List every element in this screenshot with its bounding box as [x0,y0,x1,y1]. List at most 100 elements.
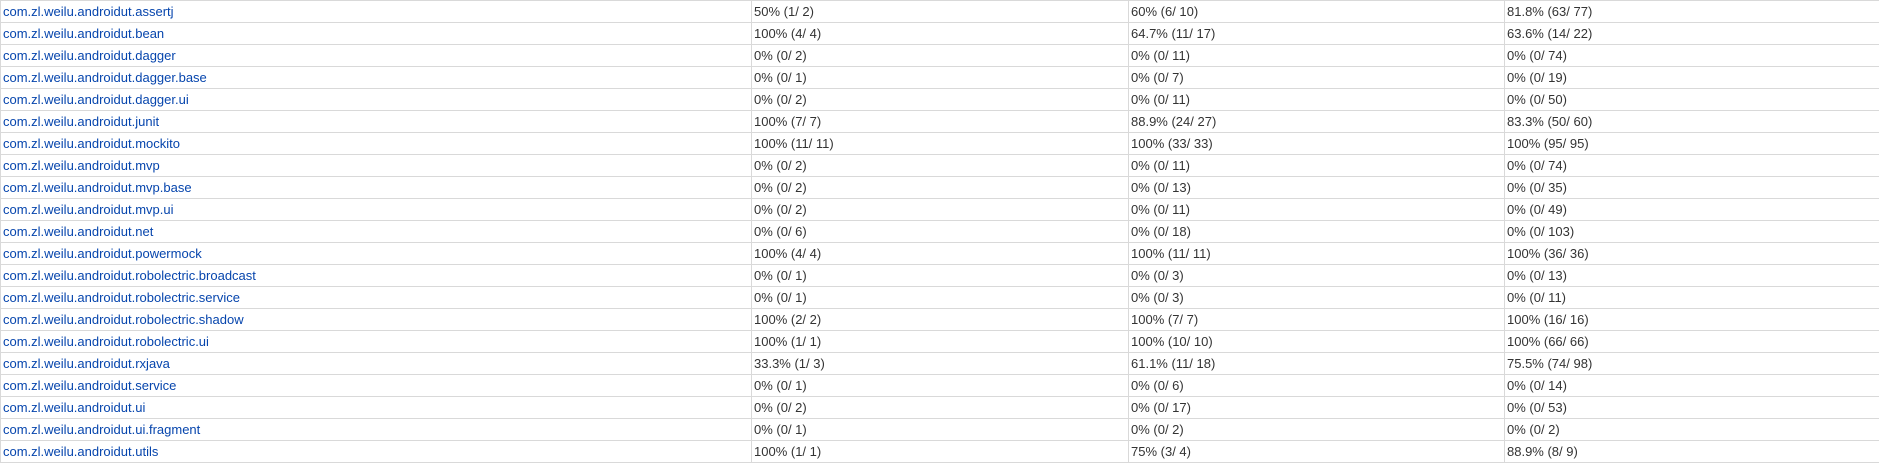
package-link[interactable]: com.zl.weilu.androidut.dagger [3,47,176,63]
package-link[interactable]: com.zl.weilu.androidut.rxjava [3,355,170,371]
package-name-cell: com.zl.weilu.androidut.robolectric.servi… [0,286,752,309]
method-coverage-cell: 0% (0/ 6) [1128,374,1505,397]
package-link[interactable]: com.zl.weilu.androidut.mvp.ui [3,201,174,217]
method-coverage-cell: 0% (0/ 2) [1128,418,1505,441]
class-coverage-cell: 0% (0/ 1) [751,66,1129,89]
method-coverage-cell: 0% (0/ 3) [1128,264,1505,287]
table-row: com.zl.weilu.androidut.assertj 50% (1/ 2)… [0,0,1879,23]
class-coverage-cell: 0% (0/ 2) [751,396,1129,419]
method-coverage-cell: 100% (11/ 11) [1128,242,1505,265]
package-name-cell: com.zl.weilu.androidut.dagger [0,44,752,67]
table-row: com.zl.weilu.androidut.junit 100% (7/ 7) 8… [0,110,1879,133]
class-coverage-cell: 0% (0/ 1) [751,264,1129,287]
method-coverage-cell: 0% (0/ 3) [1128,286,1505,309]
package-link[interactable]: com.zl.weilu.androidut.mvp.base [3,179,192,195]
package-link[interactable]: com.zl.weilu.androidut.powermock [3,245,202,261]
class-coverage-cell: 100% (7/ 7) [751,110,1129,133]
line-coverage-cell: 81.8% (63/ 77) [1504,0,1879,23]
package-name-cell: com.zl.weilu.androidut.service [0,374,752,397]
package-link[interactable]: com.zl.weilu.androidut.robolectric.ui [3,333,209,349]
line-coverage-cell: 100% (95/ 95) [1504,132,1879,155]
package-link[interactable]: com.zl.weilu.androidut.assertj [3,3,174,19]
line-coverage-cell: 0% (0/ 19) [1504,66,1879,89]
class-coverage-cell: 33.3% (1/ 3) [751,352,1129,375]
package-name-cell: com.zl.weilu.androidut.mvp.ui [0,198,752,221]
line-coverage-cell: 0% (0/ 13) [1504,264,1879,287]
method-coverage-cell: 61.1% (11/ 18) [1128,352,1505,375]
method-coverage-cell: 0% (0/ 11) [1128,154,1505,177]
class-coverage-cell: 50% (1/ 2) [751,0,1129,23]
method-coverage-cell: 0% (0/ 17) [1128,396,1505,419]
method-coverage-cell: 0% (0/ 18) [1128,220,1505,243]
table-row: com.zl.weilu.androidut.mvp 0% (0/ 2) 0% (0… [0,154,1879,177]
line-coverage-cell: 0% (0/ 74) [1504,154,1879,177]
class-coverage-cell: 100% (2/ 2) [751,308,1129,331]
class-coverage-cell: 100% (4/ 4) [751,22,1129,45]
package-name-cell: com.zl.weilu.androidut.mvp [0,154,752,177]
package-link[interactable]: com.zl.weilu.androidut.ui [3,399,146,415]
package-link[interactable]: com.zl.weilu.androidut.junit [3,113,160,129]
package-name-cell: com.zl.weilu.androidut.utils [0,440,752,463]
table-row: com.zl.weilu.androidut.mockito 100% (11/ … [0,132,1879,155]
line-coverage-cell: 75.5% (74/ 98) [1504,352,1879,375]
package-link[interactable]: com.zl.weilu.androidut.mockito [3,135,181,151]
line-coverage-cell: 100% (16/ 16) [1504,308,1879,331]
method-coverage-cell: 0% (0/ 11) [1128,88,1505,111]
method-coverage-cell: 100% (10/ 10) [1128,330,1505,353]
class-coverage-cell: 100% (1/ 1) [751,440,1129,463]
line-coverage-cell: 88.9% (8/ 9) [1504,440,1879,463]
package-link[interactable]: com.zl.weilu.androidut.service [3,377,177,393]
table-row: com.zl.weilu.androidut.ui.fragment 0% (0/… [0,418,1879,441]
package-name-cell: com.zl.weilu.androidut.dagger.ui [0,88,752,111]
class-coverage-cell: 0% (0/ 2) [751,176,1129,199]
package-name-cell: com.zl.weilu.androidut.powermock [0,242,752,265]
package-name-cell: com.zl.weilu.androidut.ui.fragment [0,418,752,441]
method-coverage-cell: 60% (6/ 10) [1128,0,1505,23]
package-link[interactable]: com.zl.weilu.androidut.mvp [3,157,160,173]
package-link[interactable]: com.zl.weilu.androidut.ui.fragment [3,421,201,437]
line-coverage-cell: 0% (0/ 53) [1504,396,1879,419]
package-link[interactable]: com.zl.weilu.androidut.bean [3,25,165,41]
class-coverage-cell: 0% (0/ 2) [751,154,1129,177]
package-link[interactable]: com.zl.weilu.androidut.dagger.base [3,69,207,85]
package-link[interactable]: com.zl.weilu.androidut.net [3,223,154,239]
package-link[interactable]: com.zl.weilu.androidut.utils [3,443,159,459]
method-coverage-cell: 0% (0/ 11) [1128,198,1505,221]
line-coverage-cell: 0% (0/ 11) [1504,286,1879,309]
package-link[interactable]: com.zl.weilu.androidut.robolectric.broad… [3,267,256,283]
table-row: com.zl.weilu.androidut.powermock 100% (4/… [0,242,1879,265]
method-coverage-cell: 75% (3/ 4) [1128,440,1505,463]
package-name-cell: com.zl.weilu.androidut.junit [0,110,752,133]
line-coverage-cell: 0% (0/ 74) [1504,44,1879,67]
class-coverage-cell: 0% (0/ 6) [751,220,1129,243]
method-coverage-cell: 0% (0/ 13) [1128,176,1505,199]
table-row: com.zl.weilu.androidut.mvp.base 0% (0/ 2)… [0,176,1879,199]
line-coverage-cell: 0% (0/ 14) [1504,374,1879,397]
package-name-cell: com.zl.weilu.androidut.rxjava [0,352,752,375]
package-link[interactable]: com.zl.weilu.androidut.robolectric.shado… [3,311,244,327]
table-row: com.zl.weilu.androidut.mvp.ui 0% (0/ 2) 0%… [0,198,1879,221]
class-coverage-cell: 100% (1/ 1) [751,330,1129,353]
table-row: com.zl.weilu.androidut.dagger.base 0% (0/… [0,66,1879,89]
table-row: com.zl.weilu.androidut.robolectric.ui 100… [0,330,1879,353]
package-name-cell: com.zl.weilu.androidut.robolectric.broad… [0,264,752,287]
table-row: com.zl.weilu.androidut.dagger 0% (0/ 2) 0%… [0,44,1879,67]
table-row: com.zl.weilu.androidut.dagger.ui 0% (0/ 2… [0,88,1879,111]
class-coverage-cell: 100% (4/ 4) [751,242,1129,265]
package-name-cell: com.zl.weilu.androidut.ui [0,396,752,419]
package-name-cell: com.zl.weilu.androidut.net [0,220,752,243]
method-coverage-cell: 88.9% (24/ 27) [1128,110,1505,133]
method-coverage-cell: 100% (33/ 33) [1128,132,1505,155]
package-link[interactable]: com.zl.weilu.androidut.robolectric.servi… [3,289,240,305]
package-link[interactable]: com.zl.weilu.androidut.dagger.ui [3,91,189,107]
class-coverage-cell: 0% (0/ 2) [751,198,1129,221]
table-row: com.zl.weilu.androidut.utils 100% (1/ 1) 7… [0,440,1879,463]
package-name-cell: com.zl.weilu.androidut.robolectric.shado… [0,308,752,331]
class-coverage-cell: 0% (0/ 1) [751,418,1129,441]
package-name-cell: com.zl.weilu.androidut.assertj [0,0,752,23]
package-name-cell: com.zl.weilu.androidut.mvp.base [0,176,752,199]
class-coverage-cell: 0% (0/ 2) [751,44,1129,67]
table-row: com.zl.weilu.androidut.robolectric.broad… [0,264,1879,287]
line-coverage-cell: 100% (66/ 66) [1504,330,1879,353]
